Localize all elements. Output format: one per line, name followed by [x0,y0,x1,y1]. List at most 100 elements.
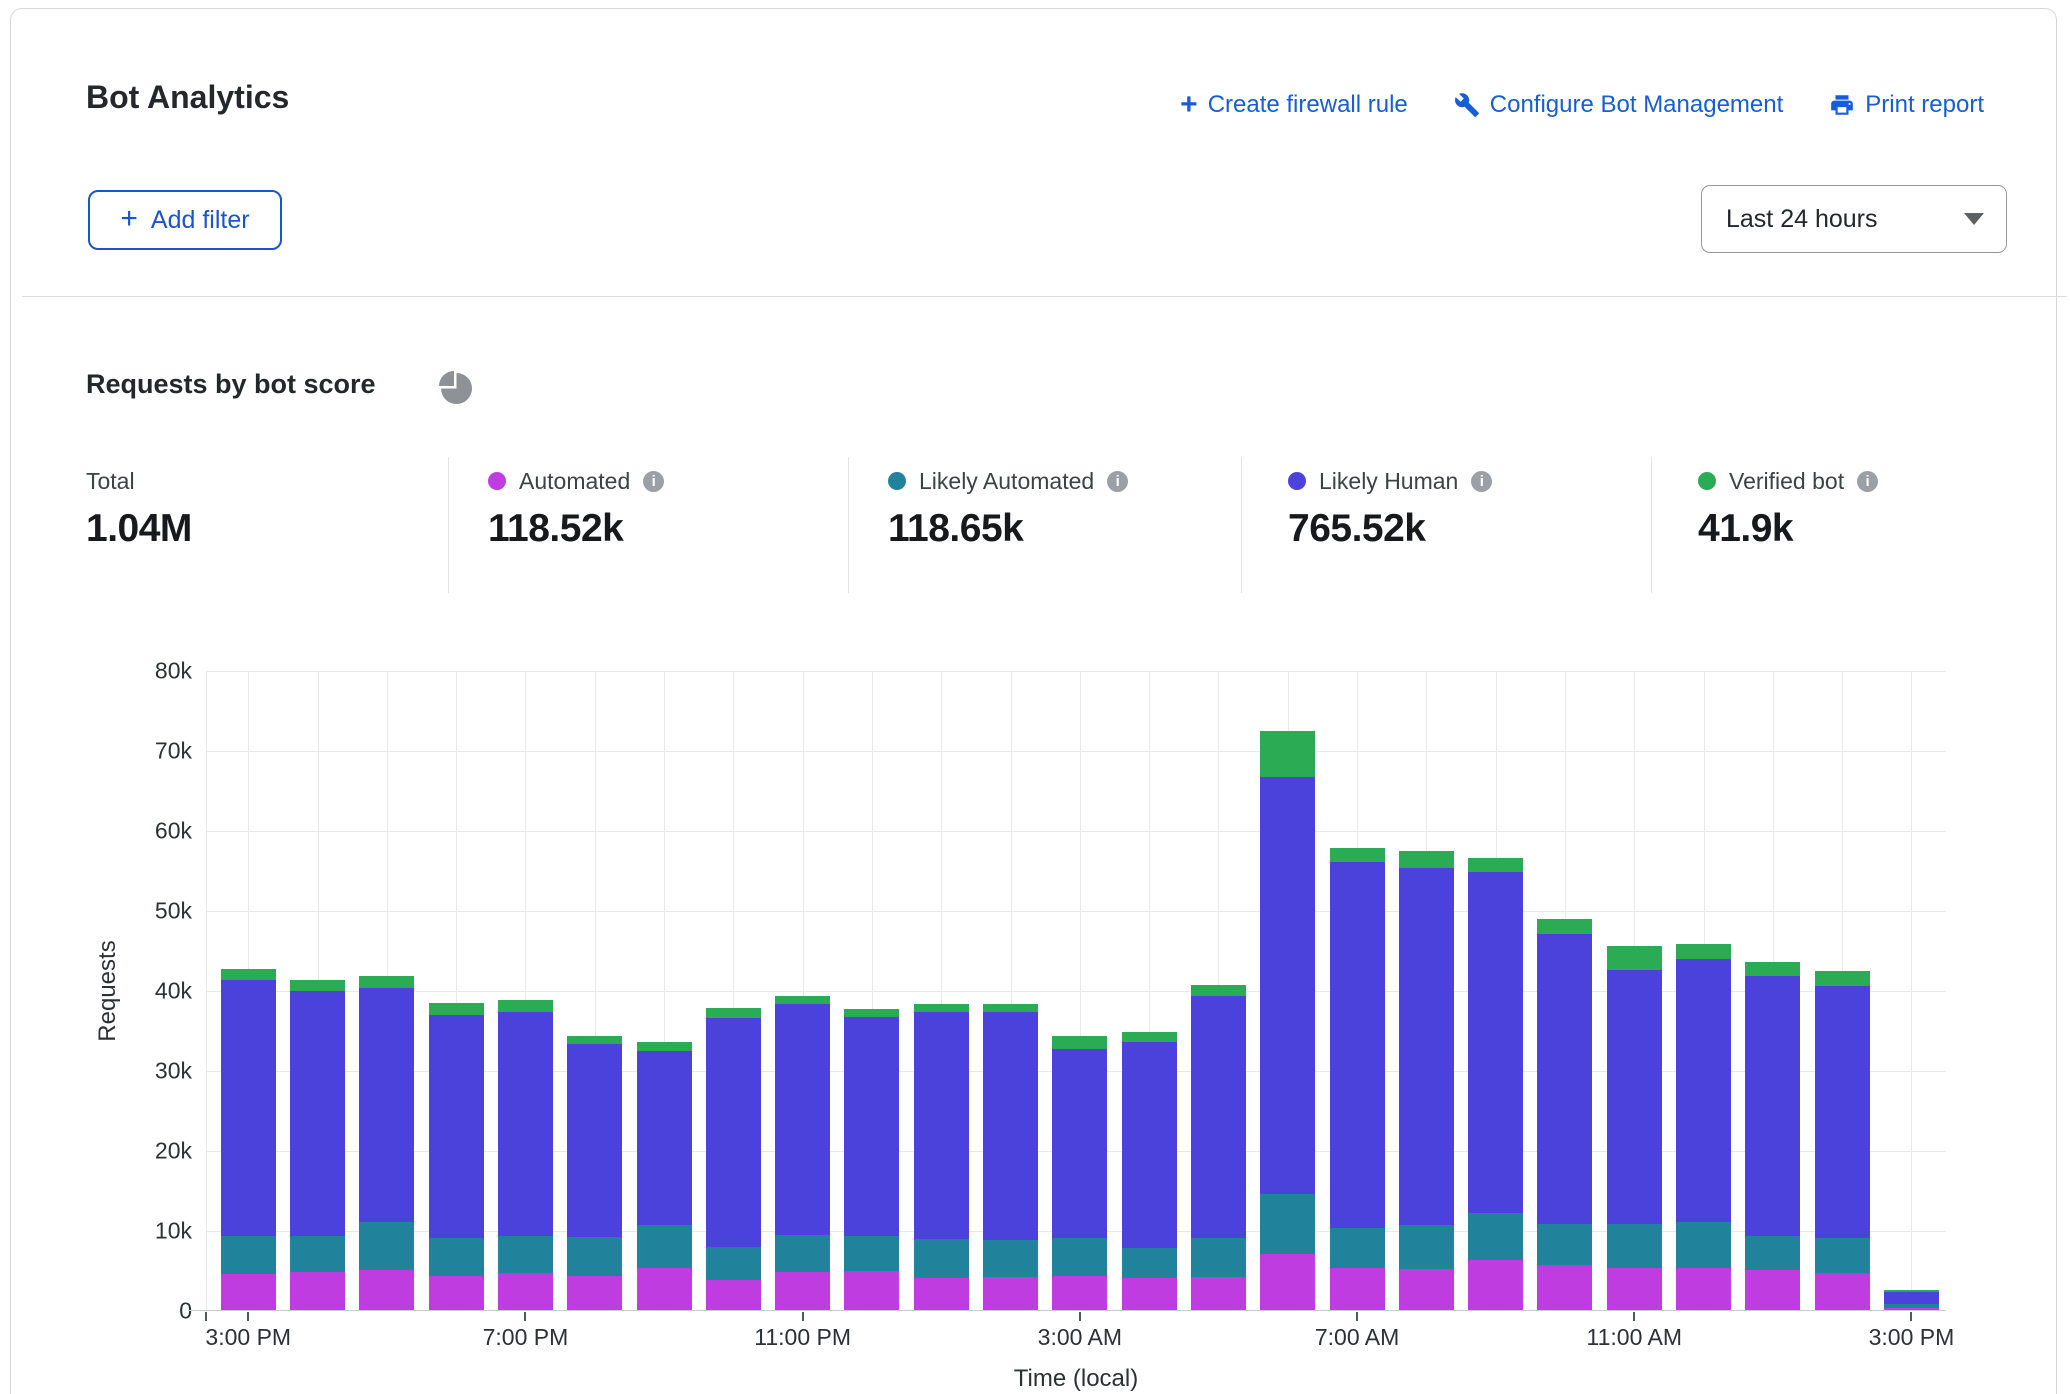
gridline-horizontal [206,751,1946,752]
bar-segment-likely-automated [1676,1222,1731,1268]
bar-segment-automated [1330,1268,1385,1310]
bar-15-600am[interactable] [1260,731,1315,1310]
x-axis-tick [524,1312,526,1321]
printer-icon [1829,92,1855,118]
bar-segment-automated [1122,1278,1177,1310]
bar-17-800am[interactable] [1399,851,1454,1310]
bar-12-300am[interactable] [1052,1036,1107,1310]
bar-segment-likely-automated [914,1239,969,1278]
chevron-down-icon [1964,213,1984,225]
bar-segment-likely-automated [983,1240,1038,1278]
stat-label: Total [86,468,135,495]
info-icon[interactable] [1857,471,1878,492]
bar-segment-likely-human [1537,934,1592,1224]
stat-label: Verified bot [1729,468,1844,495]
bar-segment-likely-human [567,1044,622,1237]
bar-7-1000pm[interactable] [706,1008,761,1310]
likely-automated-dot-icon [888,472,906,490]
bar-segment-automated [429,1276,484,1310]
bar-segment-likely-human [1052,1049,1107,1238]
bar-segment-verified-bot [1122,1032,1177,1042]
bar-segment-likely-automated [1468,1213,1523,1259]
bar-18-900am[interactable] [1468,858,1523,1310]
bar-segment-automated [567,1276,622,1310]
x-axis-tick-label: 11:00 AM [1587,1324,1682,1351]
create-firewall-rule-link[interactable]: + Create firewall rule [1180,91,1408,119]
time-range-value: Last 24 hours [1726,205,1878,234]
bar-19-1000am[interactable] [1537,919,1592,1310]
bar-11-200am[interactable] [983,1004,1038,1310]
x-axis-tick-label: 11:00 PM [754,1324,851,1351]
bar-segment-likely-automated [1745,1236,1800,1270]
bar-segment-likely-human [1122,1042,1177,1248]
bar-segment-likely-automated [1607,1224,1662,1267]
stat-automated[interactable]: Automated 118.52k [488,467,664,551]
gridline-horizontal [206,911,1946,912]
configure-bot-management-link[interactable]: Configure Bot Management [1454,91,1784,119]
x-axis-tick-label: 7:00 PM [483,1324,569,1351]
bot-analytics-card: Bot Analytics + Create firewall rule Con… [10,8,2057,1394]
add-filter-button[interactable]: + Add filter [88,190,282,250]
bar-segment-likely-human [1260,777,1315,1194]
bar-segment-verified-bot [1607,946,1662,970]
bar-9-1200am[interactable] [844,1009,899,1310]
pie-chart-icon [441,373,472,404]
bar-segment-automated [1191,1277,1246,1310]
stat-likely-human[interactable]: Likely Human 765.52k [1288,467,1492,551]
bar-segment-likely-automated [1260,1194,1315,1254]
bar-segment-likely-human [775,1004,830,1235]
bar-3-600pm[interactable] [429,1003,484,1310]
bar-segment-likely-automated [637,1225,692,1268]
bar-10-100am[interactable] [914,1004,969,1310]
bar-6-900pm[interactable] [637,1042,692,1310]
bar-segment-likely-automated [1052,1238,1107,1276]
bar-segment-automated [914,1278,969,1310]
x-axis-tick-label: 3:00 AM [1038,1324,1122,1351]
bar-4-700pm[interactable] [498,1000,553,1310]
bar-segment-verified-bot [359,976,414,988]
y-axis-tick-label: 10k [155,1218,192,1245]
bar-segment-automated [844,1271,899,1310]
bar-segment-likely-automated [1191,1238,1246,1277]
bar-21-1200pm[interactable] [1676,944,1731,1310]
stat-verified-bot[interactable]: Verified bot 41.9k [1698,467,1878,551]
bar-14-500am[interactable] [1191,985,1246,1310]
info-icon[interactable] [643,471,664,492]
bar-segment-automated [1676,1268,1731,1310]
bar-23-200pm[interactable] [1815,971,1870,1310]
bar-24-300pm[interactable] [1884,1290,1939,1310]
bar-segment-likely-human [706,1018,761,1247]
bar-13-400am[interactable] [1122,1032,1177,1310]
gridline-horizontal [206,671,1946,672]
bar-segment-likely-automated [567,1237,622,1276]
time-range-select[interactable]: Last 24 hours [1701,185,2007,253]
info-icon[interactable] [1107,471,1128,492]
bar-8-1100pm[interactable] [775,996,830,1310]
info-icon[interactable] [1471,471,1492,492]
bar-20-1100am[interactable] [1607,946,1662,1310]
bar-segment-automated [290,1272,345,1310]
stat-label: Likely Automated [919,468,1094,495]
bar-segment-likely-human [914,1012,969,1239]
stat-likely-automated[interactable]: Likely Automated 118.65k [888,467,1128,551]
bar-segment-verified-bot [221,969,276,979]
bar-16-700am[interactable] [1330,848,1385,1310]
bar-segment-automated [221,1274,276,1310]
bar-segment-automated [1607,1268,1662,1310]
bar-0-300pm[interactable] [221,969,276,1310]
bar-2-500pm[interactable] [359,976,414,1310]
bar-22-100pm[interactable] [1745,962,1800,1310]
bar-segment-verified-bot [1052,1036,1107,1049]
print-report-link[interactable]: Print report [1829,91,1984,119]
bar-1-400pm[interactable] [290,980,345,1310]
stat-total[interactable]: Total 1.04M [86,467,192,551]
bar-segment-likely-human [1330,862,1385,1228]
bar-segment-likely-human [1607,970,1662,1224]
link-label: Print report [1865,91,1984,119]
bar-segment-likely-automated [498,1236,553,1274]
requests-by-bot-score-chart: 010k20k30k40k50k60k70k80k3:00 PM7:00 PM1… [206,671,1946,1311]
y-axis-tick-label: 20k [155,1138,192,1165]
bar-5-800pm[interactable] [567,1036,622,1310]
x-axis-tick [802,1312,804,1321]
gridline-vertical [1911,671,1912,1311]
